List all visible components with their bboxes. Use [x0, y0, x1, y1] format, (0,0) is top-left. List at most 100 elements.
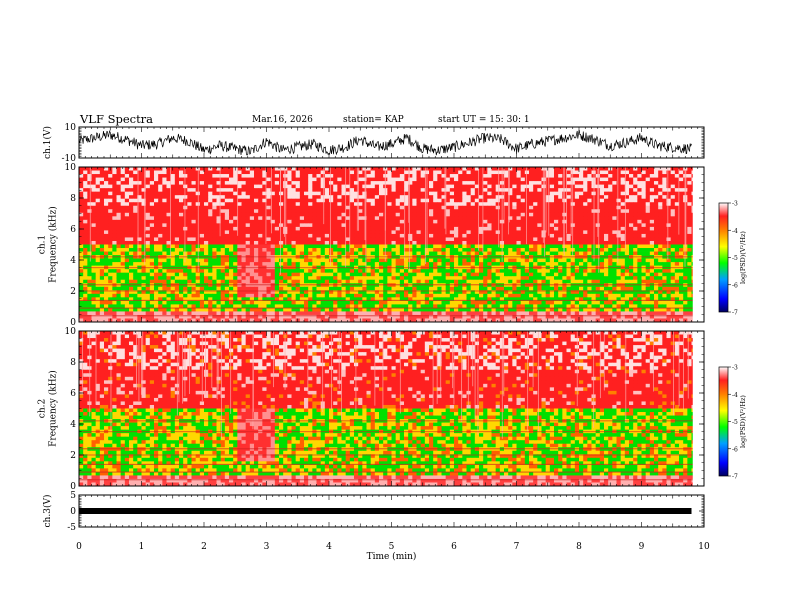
- spectro-cell: [616, 184, 622, 189]
- spectro-cell: [529, 262, 534, 267]
- spectro-cell: [291, 240, 297, 245]
- spectro-cell: [308, 198, 313, 203]
- spectro-cell: [516, 188, 522, 193]
- spectro-cell: [516, 209, 522, 214]
- spectro-cell: [162, 202, 167, 207]
- spectro-cell: [174, 177, 180, 182]
- spectro-cell: [295, 240, 301, 245]
- spectro-cell: [120, 184, 126, 189]
- spectro-cell: [254, 195, 259, 200]
- spectro-cell: [558, 195, 563, 200]
- spectro-cell: [91, 248, 97, 252]
- spectro-cell: [345, 212, 351, 217]
- spectro-cell: [216, 198, 222, 203]
- spectro-cell: [170, 202, 176, 207]
- spectro-cell: [354, 195, 359, 200]
- spectro-cell: [83, 177, 88, 182]
- spectro-cell: [649, 205, 655, 210]
- spectro-cell: [641, 240, 647, 245]
- spectro-cell: [329, 223, 334, 228]
- spectro-cell: [266, 202, 272, 207]
- spectro-cell: [445, 174, 451, 178]
- spectro-cell: [129, 191, 134, 196]
- spectro-cell: [495, 205, 501, 210]
- spectro-cell: [316, 170, 322, 175]
- spectro-cell: [554, 262, 559, 267]
- spectro-cell: [204, 216, 209, 221]
- spectro-cell: [662, 226, 667, 231]
- spectro-cell: [379, 233, 384, 238]
- spectro-cell: [662, 184, 667, 189]
- spectro-cell: [408, 184, 413, 189]
- spectro-cell: [224, 262, 230, 267]
- spectro-cell: [262, 167, 267, 171]
- spectro-cell: [516, 198, 522, 203]
- spectro-cell: [395, 174, 401, 178]
- spectro-cell: [441, 198, 447, 203]
- spectro-cell: [616, 216, 622, 221]
- spectro-cell: [291, 174, 297, 178]
- spectro-cell: [358, 195, 363, 200]
- spectro-cell: [654, 230, 659, 235]
- spectro-cell: [404, 174, 409, 178]
- spectro-cell: [270, 230, 276, 235]
- spectro-cell: [420, 174, 426, 178]
- spectro-cell: [120, 258, 126, 263]
- spectro-cell: [616, 237, 622, 242]
- spectro-cell: [658, 258, 663, 263]
- spectro-cell: [274, 251, 280, 256]
- spectro-cell: [116, 223, 122, 228]
- spectro-cell: [137, 262, 142, 267]
- spectro-cell: [212, 272, 217, 277]
- spectro-cell: [599, 269, 605, 274]
- spectro-cell: [370, 174, 376, 178]
- spectro-cell: [199, 240, 205, 245]
- spectro-cell: [508, 170, 513, 175]
- spectro-cell: [529, 170, 534, 175]
- spectro-cell: [129, 244, 134, 249]
- spectro-cell: [366, 248, 372, 252]
- spectro-cell: [204, 251, 209, 256]
- spectro-cell: [112, 269, 117, 274]
- spectro-cell: [620, 251, 626, 256]
- spectro-cell: [95, 233, 101, 238]
- spectro-cell: [408, 240, 413, 245]
- spectro-cell: [370, 188, 376, 193]
- spectro-cell: [104, 181, 109, 186]
- spectro-cell: [437, 167, 442, 171]
- spectro-cell: [212, 174, 217, 178]
- spectro-cell: [633, 240, 638, 245]
- spectro-cell: [299, 177, 305, 182]
- spectro-cell: [608, 191, 613, 196]
- spectro-cell: [495, 195, 501, 200]
- spectro-cell: [516, 212, 522, 217]
- spectro-cell: [254, 244, 259, 249]
- spectro-cell: [354, 237, 359, 242]
- spectro-cell: [245, 170, 251, 175]
- spectro-cell: [304, 272, 309, 277]
- spectro-cell: [233, 219, 238, 224]
- spectro-cell: [216, 212, 222, 217]
- spectro-cell: [487, 191, 492, 196]
- spectro-cell: [337, 276, 342, 281]
- spectro-cell: [112, 248, 117, 252]
- spectro-cell: [454, 174, 459, 178]
- spectro-cell: [520, 258, 526, 263]
- spectro-cell: [245, 174, 251, 178]
- spectro-cell: [129, 177, 134, 182]
- spectro-cell: [620, 258, 626, 263]
- spectro-cell: [566, 219, 572, 224]
- spectro-cell: [354, 174, 359, 178]
- spectro-cell: [87, 167, 92, 171]
- spectro-cell: [320, 223, 326, 228]
- spectro-cell: [258, 276, 263, 281]
- spectro-cell: [454, 219, 459, 224]
- spectro-cell: [387, 226, 392, 231]
- spectro-cell: [316, 272, 322, 277]
- spectro-cell: [149, 230, 155, 235]
- spectro-cell: [145, 262, 151, 267]
- spectro-cell: [324, 244, 330, 249]
- spectro-cell: [679, 262, 684, 267]
- spectro-cell: [299, 262, 305, 267]
- spectro-cell: [324, 198, 330, 203]
